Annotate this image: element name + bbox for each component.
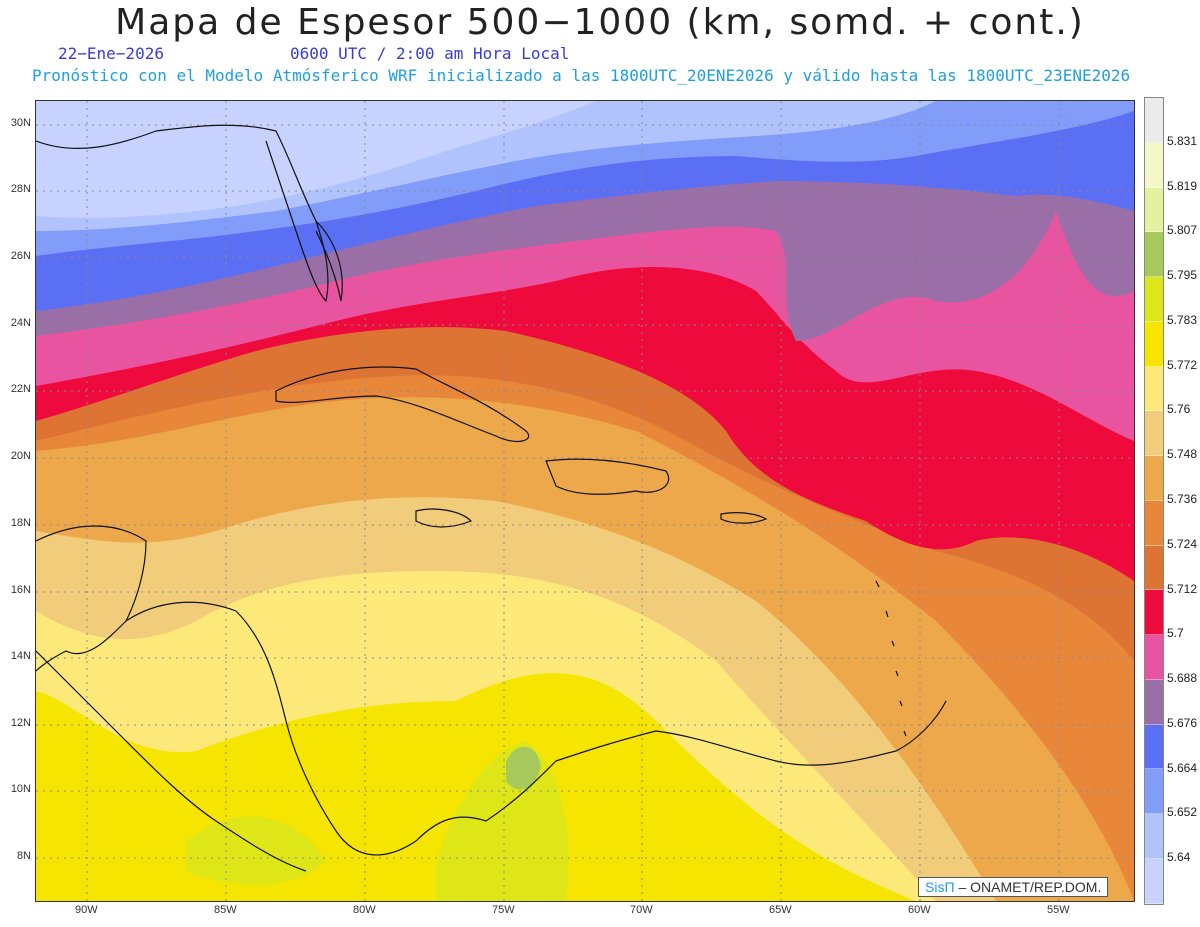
colorbar-segment <box>1145 500 1163 546</box>
lon-label: 85W <box>214 904 237 916</box>
lon-label: 75W <box>492 904 515 916</box>
colorbar-segment <box>1145 456 1163 501</box>
colorbar-segment <box>1145 321 1163 367</box>
lat-label: 20N <box>10 450 31 462</box>
colorbar-segment <box>1145 277 1163 322</box>
colorbar-label: 5.652 <box>1167 805 1198 820</box>
colorbar-label: 5.819 <box>1167 178 1198 193</box>
lon-label: 70W <box>630 904 653 916</box>
colorbar-segment <box>1145 187 1163 233</box>
colorbar-segment <box>1145 545 1163 591</box>
lat-label: 30N <box>10 117 31 129</box>
colorbar-label: 5.807 <box>1167 223 1198 238</box>
lat-label: 12N <box>10 717 31 729</box>
colorbar-label: 5.795 <box>1167 268 1198 283</box>
colorbar-label: 5.676 <box>1167 715 1198 730</box>
colorbar <box>1144 97 1164 905</box>
lon-label: 80W <box>353 904 376 916</box>
colorbar-segment <box>1145 814 1163 860</box>
model-info: Pronóstico con el Modelo Atmósferico WRF… <box>32 66 1131 85</box>
lon-label: 65W <box>769 904 792 916</box>
credit-badge: SisΠ – ONAMET/REP.DOM. <box>918 877 1109 897</box>
lat-label: 26N <box>10 250 31 262</box>
lat-label: 22N <box>10 383 31 395</box>
colorbar-segment <box>1145 724 1163 770</box>
colorbar-label: 5.724 <box>1167 536 1198 551</box>
colorbar-segment <box>1145 366 1163 412</box>
map-title: Mapa de Espesor 500−1000 (km, somd. + co… <box>115 2 1085 43</box>
colorbar-label: 5.783 <box>1167 312 1198 327</box>
colorbar-label: 5.688 <box>1167 671 1198 686</box>
lat-label: 14N <box>10 650 31 662</box>
colorbar-label: 5.748 <box>1167 447 1198 462</box>
lon-label: 90W <box>75 904 98 916</box>
colorbar-label: 5.831 <box>1167 133 1198 148</box>
colorbar-label: 5.76 <box>1167 402 1191 417</box>
lat-label: 24N <box>10 317 31 329</box>
colorbar-segment <box>1145 679 1163 725</box>
thickness-map: 30N <box>35 100 1135 902</box>
colorbar-segment <box>1145 859 1163 904</box>
forecast-date: 22−Ene−2026 <box>58 44 164 63</box>
colorbar-label: 5.712 <box>1167 581 1198 596</box>
credit-brand: SisΠ <box>925 879 955 895</box>
lon-label: 55W <box>1047 904 1070 916</box>
colorbar-segment <box>1145 769 1163 815</box>
lat-label: 16N <box>10 584 31 596</box>
forecast-time: 0600 UTC / 2:00 am Hora Local <box>290 44 570 63</box>
colorbar-segment <box>1145 232 1163 278</box>
credit-text: – ONAMET/REP.DOM. <box>958 879 1102 895</box>
lat-label: 10N <box>10 783 31 795</box>
colorbar-label: 5.64 <box>1167 850 1191 865</box>
lat-label: 28N <box>10 183 31 195</box>
lat-label: 18N <box>10 517 31 529</box>
colorbar-label: 5.664 <box>1167 760 1198 775</box>
colorbar-segment <box>1145 142 1163 188</box>
colorbar-segment <box>1145 98 1163 143</box>
lat-label: 8N <box>16 850 31 862</box>
lon-label: 60W <box>908 904 931 916</box>
colorbar-segment <box>1145 411 1163 457</box>
colorbar-label: 5.736 <box>1167 492 1198 506</box>
lon-axis: 90W 85W 80W 75W 70W 65W 60W 55W <box>35 904 1133 924</box>
map-canvas: 30N <box>36 101 1134 901</box>
colorbar-segment <box>1145 590 1163 636</box>
colorbar-label: 5.7 <box>1167 626 1184 641</box>
colorbar-label: 5.772 <box>1167 357 1198 372</box>
colorbar-segment <box>1145 635 1163 680</box>
lat-axis: 30N 28N 26N 24N 22N 20N 18N 16N 14N 12N … <box>0 100 35 900</box>
